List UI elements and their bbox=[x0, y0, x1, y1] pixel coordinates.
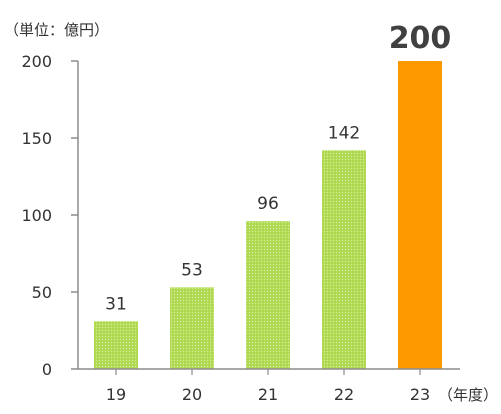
y-tick-label: 50 bbox=[32, 283, 52, 302]
x-tick-label-22: 22 bbox=[334, 385, 354, 404]
y-tick-label: 0 bbox=[42, 360, 52, 379]
bar-21 bbox=[246, 221, 290, 369]
bar-22 bbox=[322, 150, 366, 369]
bar-19 bbox=[94, 321, 138, 369]
y-tick-label: 200 bbox=[21, 52, 52, 71]
data-label-20: 53 bbox=[181, 260, 203, 280]
bar-23 bbox=[398, 61, 442, 369]
data-label-23: 200 bbox=[389, 21, 452, 56]
x-tick-label-21: 21 bbox=[258, 385, 278, 404]
bar-20 bbox=[170, 287, 214, 369]
data-label-21: 96 bbox=[257, 194, 279, 214]
unit-label: （単位：億円） bbox=[4, 21, 110, 39]
x-tick-label-20: 20 bbox=[182, 385, 202, 404]
y-tick-label: 100 bbox=[21, 206, 52, 225]
data-label-22: 142 bbox=[328, 123, 360, 143]
x-axis-unit-label: （年度） bbox=[438, 386, 499, 404]
data-label-19: 31 bbox=[105, 294, 127, 314]
x-tick-label-23: 23 bbox=[410, 385, 430, 404]
x-tick-label-19: 19 bbox=[106, 385, 126, 404]
y-tick-label: 150 bbox=[21, 129, 52, 148]
